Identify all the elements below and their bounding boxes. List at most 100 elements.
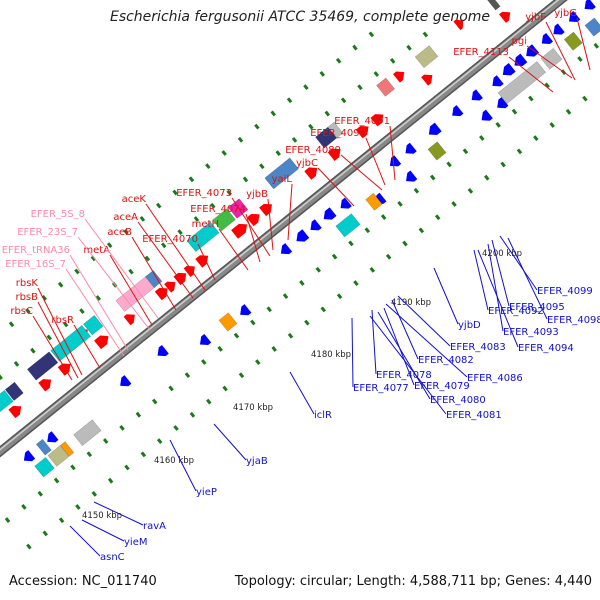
track-tick-mark — [364, 227, 371, 234]
track-tick-mark — [57, 281, 64, 288]
track-tick-mark — [303, 84, 309, 90]
gene-label-aceb: aceB — [107, 227, 132, 238]
track-tick-mark — [484, 174, 490, 181]
track-tick-mark — [340, 97, 347, 104]
reverse-gene-arrow — [240, 304, 252, 316]
gene-label-efer-4082: EFER_4082 — [418, 355, 474, 366]
gene-label-yjbc-leader — [317, 167, 355, 207]
track-tick-mark — [206, 398, 212, 405]
track-tick-mark — [299, 280, 305, 286]
gene-label-yjbf-leader — [545, 21, 576, 81]
track-tick-mark — [242, 176, 249, 183]
track-tick-mark — [500, 161, 506, 168]
feature-box — [365, 192, 383, 211]
gene-label-rbsr: rbsR — [51, 315, 74, 326]
track-tick-mark — [21, 504, 27, 510]
forward-gene-arrow — [38, 379, 52, 392]
track-tick-mark — [353, 280, 359, 286]
track-tick-mark — [135, 411, 142, 418]
forward-gene-arrow — [355, 126, 369, 139]
reverse-gene-arrow — [553, 23, 565, 35]
gene-label-efer-4095: EFER_4095 — [509, 302, 565, 313]
track-tick-mark — [320, 306, 326, 313]
feature-box — [563, 31, 583, 51]
track-tick-mark — [385, 253, 392, 260]
gene-label-yjbd: yjbD — [458, 320, 481, 331]
genome-backbone — [0, 0, 566, 456]
forward-gene-arrow — [195, 255, 209, 268]
feature-box — [376, 77, 395, 97]
gene-label-yail: yaiL — [272, 174, 293, 185]
gene-label-yjbc: yjbC — [296, 158, 318, 169]
track-tick-mark — [123, 229, 129, 235]
gene-label-rbsr-leader — [73, 324, 101, 369]
gene-label-yjab: yjaB — [246, 456, 268, 467]
track-tick-mark — [406, 44, 412, 51]
track-tick-mark — [177, 229, 183, 236]
track-tick-mark — [46, 334, 52, 341]
track-tick-mark — [124, 464, 130, 471]
gene-label-acea-leader — [137, 221, 194, 299]
track-tick-mark — [75, 504, 81, 510]
rna-label-efer-trna36: EFER_tRNA36 — [2, 245, 70, 256]
track-tick-mark — [188, 176, 195, 183]
feature-box — [335, 213, 361, 238]
gene-label-meta-leader — [109, 254, 153, 326]
track-tick-mark — [275, 150, 281, 156]
scale-label: 4190 kbp — [391, 298, 431, 308]
rna-label-efer-23s-7: EFER_23S_7 — [17, 227, 78, 238]
feature-box — [427, 141, 447, 161]
gene-label-rbsb: rbsB — [15, 292, 38, 303]
gene-label-rbsb-leader — [37, 301, 79, 379]
track-tick-mark — [291, 137, 298, 143]
feature-box — [4, 381, 24, 401]
track-tick-mark — [237, 136, 244, 143]
track-tick-mark — [184, 372, 191, 379]
track-tick-mark — [91, 490, 98, 497]
track-tick-mark — [348, 240, 354, 247]
gene-label-yiep-leader — [169, 439, 197, 492]
gene-label-efer-4080-leader — [377, 311, 431, 400]
track-tick-mark — [287, 332, 294, 339]
reverse-gene-arrow — [584, 0, 596, 10]
feature-box — [145, 270, 163, 289]
gene-label-efer-4078-leader — [371, 309, 377, 375]
forward-gene-arrow — [327, 148, 341, 161]
track-tick-mark — [389, 57, 396, 64]
map-title: Escherichia fergusonii ATCC 35469, compl… — [109, 9, 491, 25]
track-tick-mark — [352, 44, 358, 51]
gene-label-aceb-leader — [131, 236, 177, 311]
gene-label-efer-4099: EFER_4099 — [537, 286, 593, 297]
gene-label-efer-4113-leader — [508, 56, 554, 93]
feature-box — [26, 351, 59, 381]
reverse-gene-arrow — [471, 89, 483, 101]
gene-label-efer-4094-leader — [477, 249, 519, 348]
reverse-gene-arrow — [481, 109, 493, 121]
track-tick-mark — [58, 517, 65, 524]
track-tick-mark — [271, 346, 277, 352]
track-tick-mark — [422, 31, 429, 38]
reverse-gene-arrow — [405, 142, 417, 154]
gene-label-pgi: pgi — [512, 36, 527, 47]
gene-label-yail-leader — [287, 183, 293, 241]
feature-box — [186, 221, 220, 252]
feature-box — [0, 389, 14, 417]
track-tick-mark — [549, 122, 555, 128]
reverse-gene-arrow — [497, 97, 509, 109]
gene-label-efer-4095-leader — [491, 239, 510, 307]
accession-label: Accession: NC_011740 — [9, 574, 157, 589]
track-tick-mark — [250, 319, 256, 326]
track-tick-mark — [446, 161, 452, 168]
gene-label-efer-4077: EFER_4077 — [353, 383, 409, 394]
gene-label-efer-4080: EFER_4080 — [430, 395, 486, 406]
scale-label: 4170 kbp — [233, 403, 273, 413]
feature-box — [327, 121, 344, 139]
feature-box — [497, 61, 547, 105]
track-tick-mark — [373, 71, 380, 77]
gene-label-efer-4086: EFER_4086 — [467, 373, 523, 384]
track-tick-mark — [266, 306, 272, 313]
feature-box — [73, 419, 102, 446]
gene-label-yiep: yieP — [196, 487, 217, 498]
reverse-gene-arrow — [280, 243, 293, 255]
forward-gene-arrow — [123, 314, 135, 326]
